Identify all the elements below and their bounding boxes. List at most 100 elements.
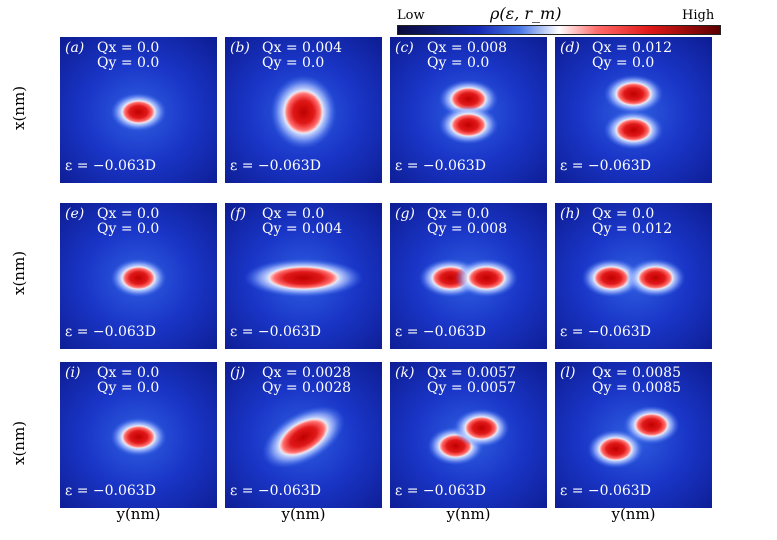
density-lobe — [587, 429, 644, 469]
panel-label: (i) — [65, 365, 81, 381]
qx-value: Qx = 0.0 — [427, 206, 490, 222]
panel-label: (h) — [560, 206, 580, 222]
panel-q-values: Qx = 0.0057 Qy = 0.0057 — [427, 366, 516, 396]
colorbar-title: ρ(ε, r_m) — [490, 4, 562, 23]
qx-value: Qx = 0.0028 — [262, 365, 351, 381]
qx-value: Qx = 0.0 — [97, 365, 160, 381]
density-lobe — [270, 75, 337, 149]
panel-label: (g) — [395, 206, 415, 222]
panel-label: (b) — [230, 40, 250, 56]
qy-value: Qy = 0.0028 — [262, 380, 352, 396]
panel-q-values: Qx = 0.012 Qy = 0.0 — [592, 41, 672, 71]
density-lobe — [438, 105, 499, 145]
colorbar-gradient — [397, 25, 721, 35]
qy-value: Qy = 0.0 — [262, 55, 325, 71]
density-lobe — [110, 92, 167, 132]
panel-q-values: Qx = 0.0 Qy = 0.004 — [262, 207, 342, 237]
colorbar-low-label: Low — [397, 8, 425, 23]
density-lobe — [262, 405, 345, 469]
density-lobe — [603, 110, 664, 150]
qx-value: Qx = 0.0085 — [592, 365, 681, 381]
panel-q-values: Qx = 0.0 Qy = 0.0 — [97, 366, 159, 396]
panel-energy: ε = −0.063D — [395, 158, 486, 174]
density-lobe — [625, 258, 686, 298]
density-plot — [390, 362, 547, 508]
qx-value: Qx = 0.0 — [262, 206, 325, 222]
panel-energy: ε = −0.063D — [395, 483, 486, 499]
row3-x-axis-label: x(nm) — [10, 420, 28, 465]
qx-value: Qx = 0.0 — [97, 40, 160, 56]
panel-label: (l) — [560, 365, 576, 381]
heatmap-panel: (e) Qx = 0.0 Qy = 0.0 ε = −0.063D — [60, 203, 217, 349]
heatmap-panel: (h) Qx = 0.0 Qy = 0.012 ε = −0.063D — [555, 203, 712, 349]
qy-value: Qy = 0.0 — [97, 221, 160, 237]
col1-y-axis-label: y(nm) — [116, 505, 161, 523]
density-plot — [60, 37, 217, 183]
density-lobe — [244, 258, 363, 298]
panel-label: (e) — [65, 206, 85, 222]
panel-energy: ε = −0.063D — [560, 324, 651, 340]
panel-q-values: Qx = 0.0085 Qy = 0.0085 — [592, 366, 681, 396]
qy-value: Qy = 0.0 — [592, 55, 655, 71]
panel-energy: ε = −0.063D — [230, 324, 321, 340]
panel-label: (f) — [230, 206, 247, 222]
density-plot — [390, 203, 547, 349]
qx-value: Qx = 0.004 — [262, 40, 343, 56]
density-plot — [555, 37, 712, 183]
qx-value: Qx = 0.012 — [592, 40, 673, 56]
panel-energy: ε = −0.063D — [560, 158, 651, 174]
col2-y-axis-label: y(nm) — [281, 505, 326, 523]
row1-x-axis-label: x(nm) — [10, 85, 28, 130]
density-lobe — [453, 408, 510, 448]
density-lobe — [623, 405, 680, 445]
panel-label: (j) — [230, 365, 246, 381]
qy-value: Qy = 0.0 — [427, 55, 490, 71]
qy-value: Qy = 0.0085 — [592, 380, 682, 396]
qy-value: Qy = 0.012 — [592, 221, 673, 237]
panel-label: (d) — [560, 40, 580, 56]
panel-label: (a) — [65, 40, 85, 56]
panel-q-values: Qx = 0.004 Qy = 0.0 — [262, 41, 342, 71]
colorbar-high-label: High — [682, 8, 715, 23]
density-plot — [225, 362, 382, 508]
col3-y-axis-label: y(nm) — [446, 505, 491, 523]
panel-q-values: Qx = 0.0 Qy = 0.0 — [97, 207, 159, 237]
density-plot — [225, 203, 382, 349]
panel-energy: ε = −0.063D — [65, 158, 156, 174]
density-lobe — [603, 74, 664, 114]
panel-q-values: Qx = 0.008 Qy = 0.0 — [427, 41, 507, 71]
density-plot — [390, 37, 547, 183]
colorbar: Low ρ(ε, r_m) High — [0, 0, 777, 40]
density-lobe — [110, 417, 167, 457]
panel-energy: ε = −0.063D — [230, 483, 321, 499]
heatmap-panel: (b) Qx = 0.004 Qy = 0.0 ε = −0.063D — [225, 37, 382, 183]
row2-x-axis-label: x(nm) — [10, 250, 28, 295]
panel-energy: ε = −0.063D — [65, 483, 156, 499]
qy-value: Qy = 0.0 — [97, 380, 160, 396]
qy-value: Qy = 0.0 — [97, 55, 160, 71]
heatmap-panel: (j) Qx = 0.0028 Qy = 0.0028 ε = −0.063D — [225, 362, 382, 508]
density-plot — [60, 362, 217, 508]
density-plot — [60, 203, 217, 349]
qx-value: Qx = 0.008 — [427, 40, 508, 56]
qy-value: Qy = 0.004 — [262, 221, 343, 237]
heatmap-panel: (c) Qx = 0.008 Qy = 0.0 ε = −0.063D — [390, 37, 547, 183]
qy-value: Qy = 0.008 — [427, 221, 508, 237]
col4-y-axis-label: y(nm) — [611, 505, 656, 523]
panel-q-values: Qx = 0.0028 Qy = 0.0028 — [262, 366, 351, 396]
density-lobe — [110, 258, 167, 298]
density-lobe — [581, 258, 642, 298]
density-plot — [225, 37, 382, 183]
panel-energy: ε = −0.063D — [395, 324, 486, 340]
panel-q-values: Qx = 0.0 Qy = 0.0 — [97, 41, 159, 71]
heatmap-panel: (k) Qx = 0.0057 Qy = 0.0057 ε = −0.063D — [390, 362, 547, 508]
heatmap-panel: (g) Qx = 0.0 Qy = 0.008 ε = −0.063D — [390, 203, 547, 349]
panel-energy: ε = −0.063D — [65, 324, 156, 340]
heatmap-panel: (a) Qx = 0.0 Qy = 0.0 ε = −0.063D — [60, 37, 217, 183]
panel-energy: ε = −0.063D — [560, 483, 651, 499]
heatmap-panel: (i) Qx = 0.0 Qy = 0.0 ε = −0.063D — [60, 362, 217, 508]
heatmap-panel: (l) Qx = 0.0085 Qy = 0.0085 ε = −0.063D — [555, 362, 712, 508]
density-plot — [555, 203, 712, 349]
panel-energy: ε = −0.063D — [230, 158, 321, 174]
qy-value: Qy = 0.0057 — [427, 380, 517, 396]
